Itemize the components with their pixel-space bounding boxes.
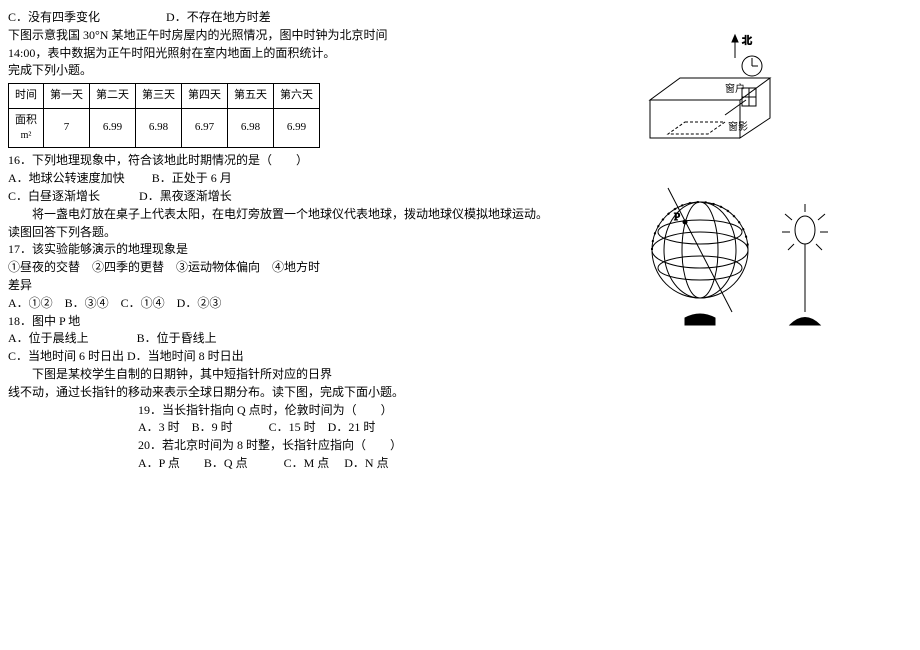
experiment-line-2: 读图回答下列各题。 [8, 224, 628, 241]
q16-d: D．黑夜逐渐增长 [139, 189, 232, 203]
option-d: D．不存在地方时差 [166, 10, 271, 24]
q16-c: C．白昼逐渐增长 [8, 189, 100, 203]
q16-ab: A．地球公转速度加快 B．正处于 6 月 [8, 170, 628, 187]
q17-tail: 差异 [8, 277, 628, 294]
area-unit: m² [21, 130, 32, 141]
th-d3: 第三天 [136, 84, 182, 108]
figures-column: 北 窗户 窗影 P [630, 30, 910, 340]
room-diagram: 北 窗户 窗影 [630, 30, 790, 150]
th-time: 时间 [9, 84, 44, 108]
td-d6: 6.99 [274, 108, 320, 148]
q20-choices: A．P 点 B．Q 点 C．M 点 D．N 点 [8, 455, 628, 472]
q17-stem: 17．该实验能够演示的地理现象是 [8, 241, 628, 258]
svg-text:北: 北 [742, 35, 752, 47]
td-label: 面积 m² [9, 108, 44, 148]
table-row: 面积 m² 7 6.99 6.98 6.97 6.98 6.99 [9, 108, 320, 148]
td-d3: 6.98 [136, 108, 182, 148]
intro-line-3: 完成下列小题。 [8, 62, 628, 79]
option-c: C．没有四季变化 [8, 10, 100, 24]
top-options-line: C．没有四季变化 D．不存在地方时差 [8, 9, 628, 26]
svg-text:窗户: 窗户 [725, 82, 745, 95]
q19-choices: A．3 时 B．9 时 C．15 时 D．21 时 [8, 419, 628, 436]
q16-stem: 16．下列地理现象中，符合该地此时期情况的是（ ） [8, 152, 628, 169]
q20-stem: 20．若北京时间为 8 时整，长指针应指向（ ） [8, 437, 628, 454]
svg-text:P: P [674, 211, 680, 223]
q16-b: B．正处于 6 月 [152, 171, 232, 185]
table-head-row: 时间 第一天 第二天 第三天 第四天 第五天 第六天 [9, 84, 320, 108]
q16-cd: C．白昼逐渐增长 D．黑夜逐渐增长 [8, 188, 628, 205]
area-table: 时间 第一天 第二天 第三天 第四天 第五天 第六天 面积 m² 7 6.99 … [8, 83, 320, 148]
area-label: 面积 [15, 114, 37, 126]
th-d2: 第二天 [90, 84, 136, 108]
q18-ab: A．位于晨线上 B．位于昏线上 [8, 330, 628, 347]
td-d4: 6.97 [182, 108, 228, 148]
th-d5: 第五天 [228, 84, 274, 108]
globe-lamp-diagram: P [630, 170, 850, 340]
td-d5: 6.98 [228, 108, 274, 148]
q19-stem: 19．当长指针指向 Q 点时，伦敦时间为（ ） [8, 402, 628, 419]
q16-a: A．地球公转速度加快 [8, 171, 125, 185]
clock-intro-2: 线不动，通过长指针的移动来表示全球日期分布。读下图，完成下面小题。 [8, 384, 628, 401]
q18-cd: C．当地时间 6 时日出 D．当地时间 8 时日出 [8, 348, 628, 365]
experiment-line-1: 将一盏电灯放在桌子上代表太阳，在电灯旁放置一个地球仪代表地球，拨动地球仪模拟地球… [8, 206, 628, 223]
svg-text:窗影: 窗影 [728, 120, 748, 133]
th-d6: 第六天 [274, 84, 320, 108]
intro-line-2: 14:00，表中数据为正午时阳光照射在室内地面上的面积统计。 [8, 45, 628, 62]
td-d2: 6.99 [90, 108, 136, 148]
q17-choices: A．①② B．③④ C．①④ D．②③ [8, 295, 628, 312]
td-d1: 7 [44, 108, 90, 148]
th-d4: 第四天 [182, 84, 228, 108]
q17-opts: ①昼夜的交替 ②四季的更替 ③运动物体偏向 ④地方时 [8, 259, 628, 276]
q18-stem: 18．图中 P 地 [8, 313, 628, 330]
main-column: C．没有四季变化 D．不存在地方时差 下图示意我国 30°N 某地正午时房屋内的… [8, 8, 628, 473]
clock-intro-1: 下图是某校学生自制的日期钟，其中短指针所对应的日界 [8, 366, 628, 383]
intro-line-1: 下图示意我国 30°N 某地正午时房屋内的光照情况，图中时钟为北京时间 [8, 27, 628, 44]
th-d1: 第一天 [44, 84, 90, 108]
